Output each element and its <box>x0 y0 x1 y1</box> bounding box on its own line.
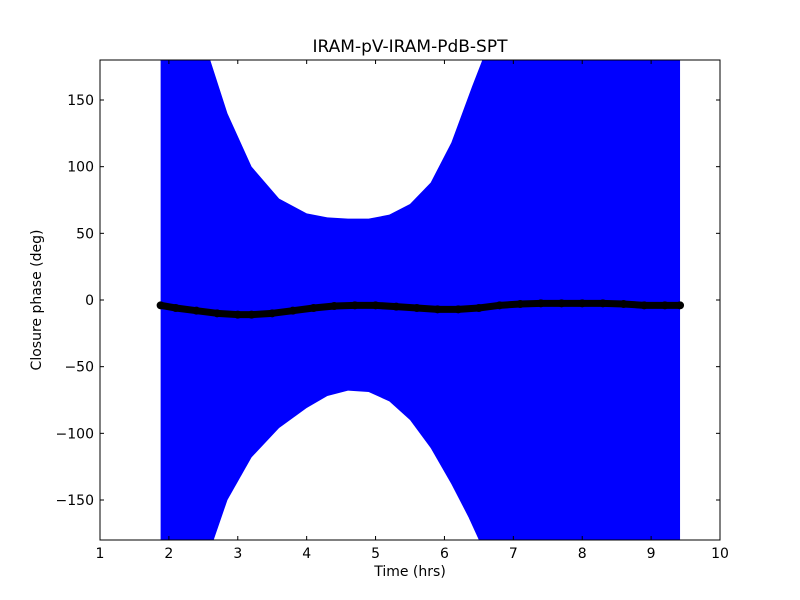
data-point <box>412 304 421 312</box>
data-point <box>536 299 545 308</box>
x-tick-label: 4 <box>302 546 311 562</box>
y-tick-label: 0 <box>85 293 94 309</box>
data-point <box>233 310 242 319</box>
error-band-upper-gap <box>210 60 483 219</box>
y-tick-label: −150 <box>56 493 94 509</box>
x-axis-title: Time (hrs) <box>373 564 446 580</box>
data-point <box>495 301 504 310</box>
data-point <box>371 301 380 310</box>
data-point <box>171 304 180 312</box>
data-point <box>660 301 669 310</box>
data-point <box>676 301 685 310</box>
data-point <box>619 300 628 308</box>
data-point <box>213 309 222 318</box>
data-point <box>350 301 359 310</box>
y-tick-label: 50 <box>76 226 94 242</box>
data-point <box>268 309 277 318</box>
x-tick-label: 5 <box>371 546 380 562</box>
data-point <box>330 302 339 310</box>
x-tick-label: 8 <box>578 546 587 562</box>
data-point <box>474 304 483 312</box>
x-tick-label: 10 <box>711 546 729 562</box>
data-point <box>516 300 525 308</box>
data-point <box>557 299 566 308</box>
x-axis: 1 2 3 4 5 6 7 8 9 10 <box>96 60 729 562</box>
data-point <box>247 310 256 319</box>
x-tick-label: 9 <box>647 546 656 562</box>
y-tick-label: 150 <box>67 93 94 109</box>
data-point <box>192 306 201 315</box>
data-point <box>392 302 401 311</box>
data-point <box>578 299 587 308</box>
y-tick-label: −100 <box>56 426 94 442</box>
y-tick-label: 100 <box>67 160 94 176</box>
x-tick-label: 6 <box>440 546 449 562</box>
x-tick-label: 1 <box>96 546 105 562</box>
data-point <box>288 306 297 315</box>
y-tick-label: −50 <box>64 360 94 376</box>
y-axis: −150 −100 −50 0 50 100 150 <box>56 93 720 509</box>
data-point <box>433 305 442 314</box>
x-tick-label: 2 <box>164 546 173 562</box>
x-tick-label: 3 <box>233 546 242 562</box>
data-points-layer <box>156 299 685 319</box>
data-point <box>598 299 607 308</box>
chart-title: IRAM-pV-IRAM-PdB-SPT <box>313 37 509 57</box>
x-tick-label: 7 <box>509 546 518 562</box>
y-axis-title: Closure phase (deg) <box>29 230 45 371</box>
data-point <box>156 301 165 310</box>
data-point <box>640 301 649 310</box>
data-point <box>309 304 318 312</box>
error-band-lower-gap <box>213 390 479 540</box>
data-point <box>454 305 463 314</box>
